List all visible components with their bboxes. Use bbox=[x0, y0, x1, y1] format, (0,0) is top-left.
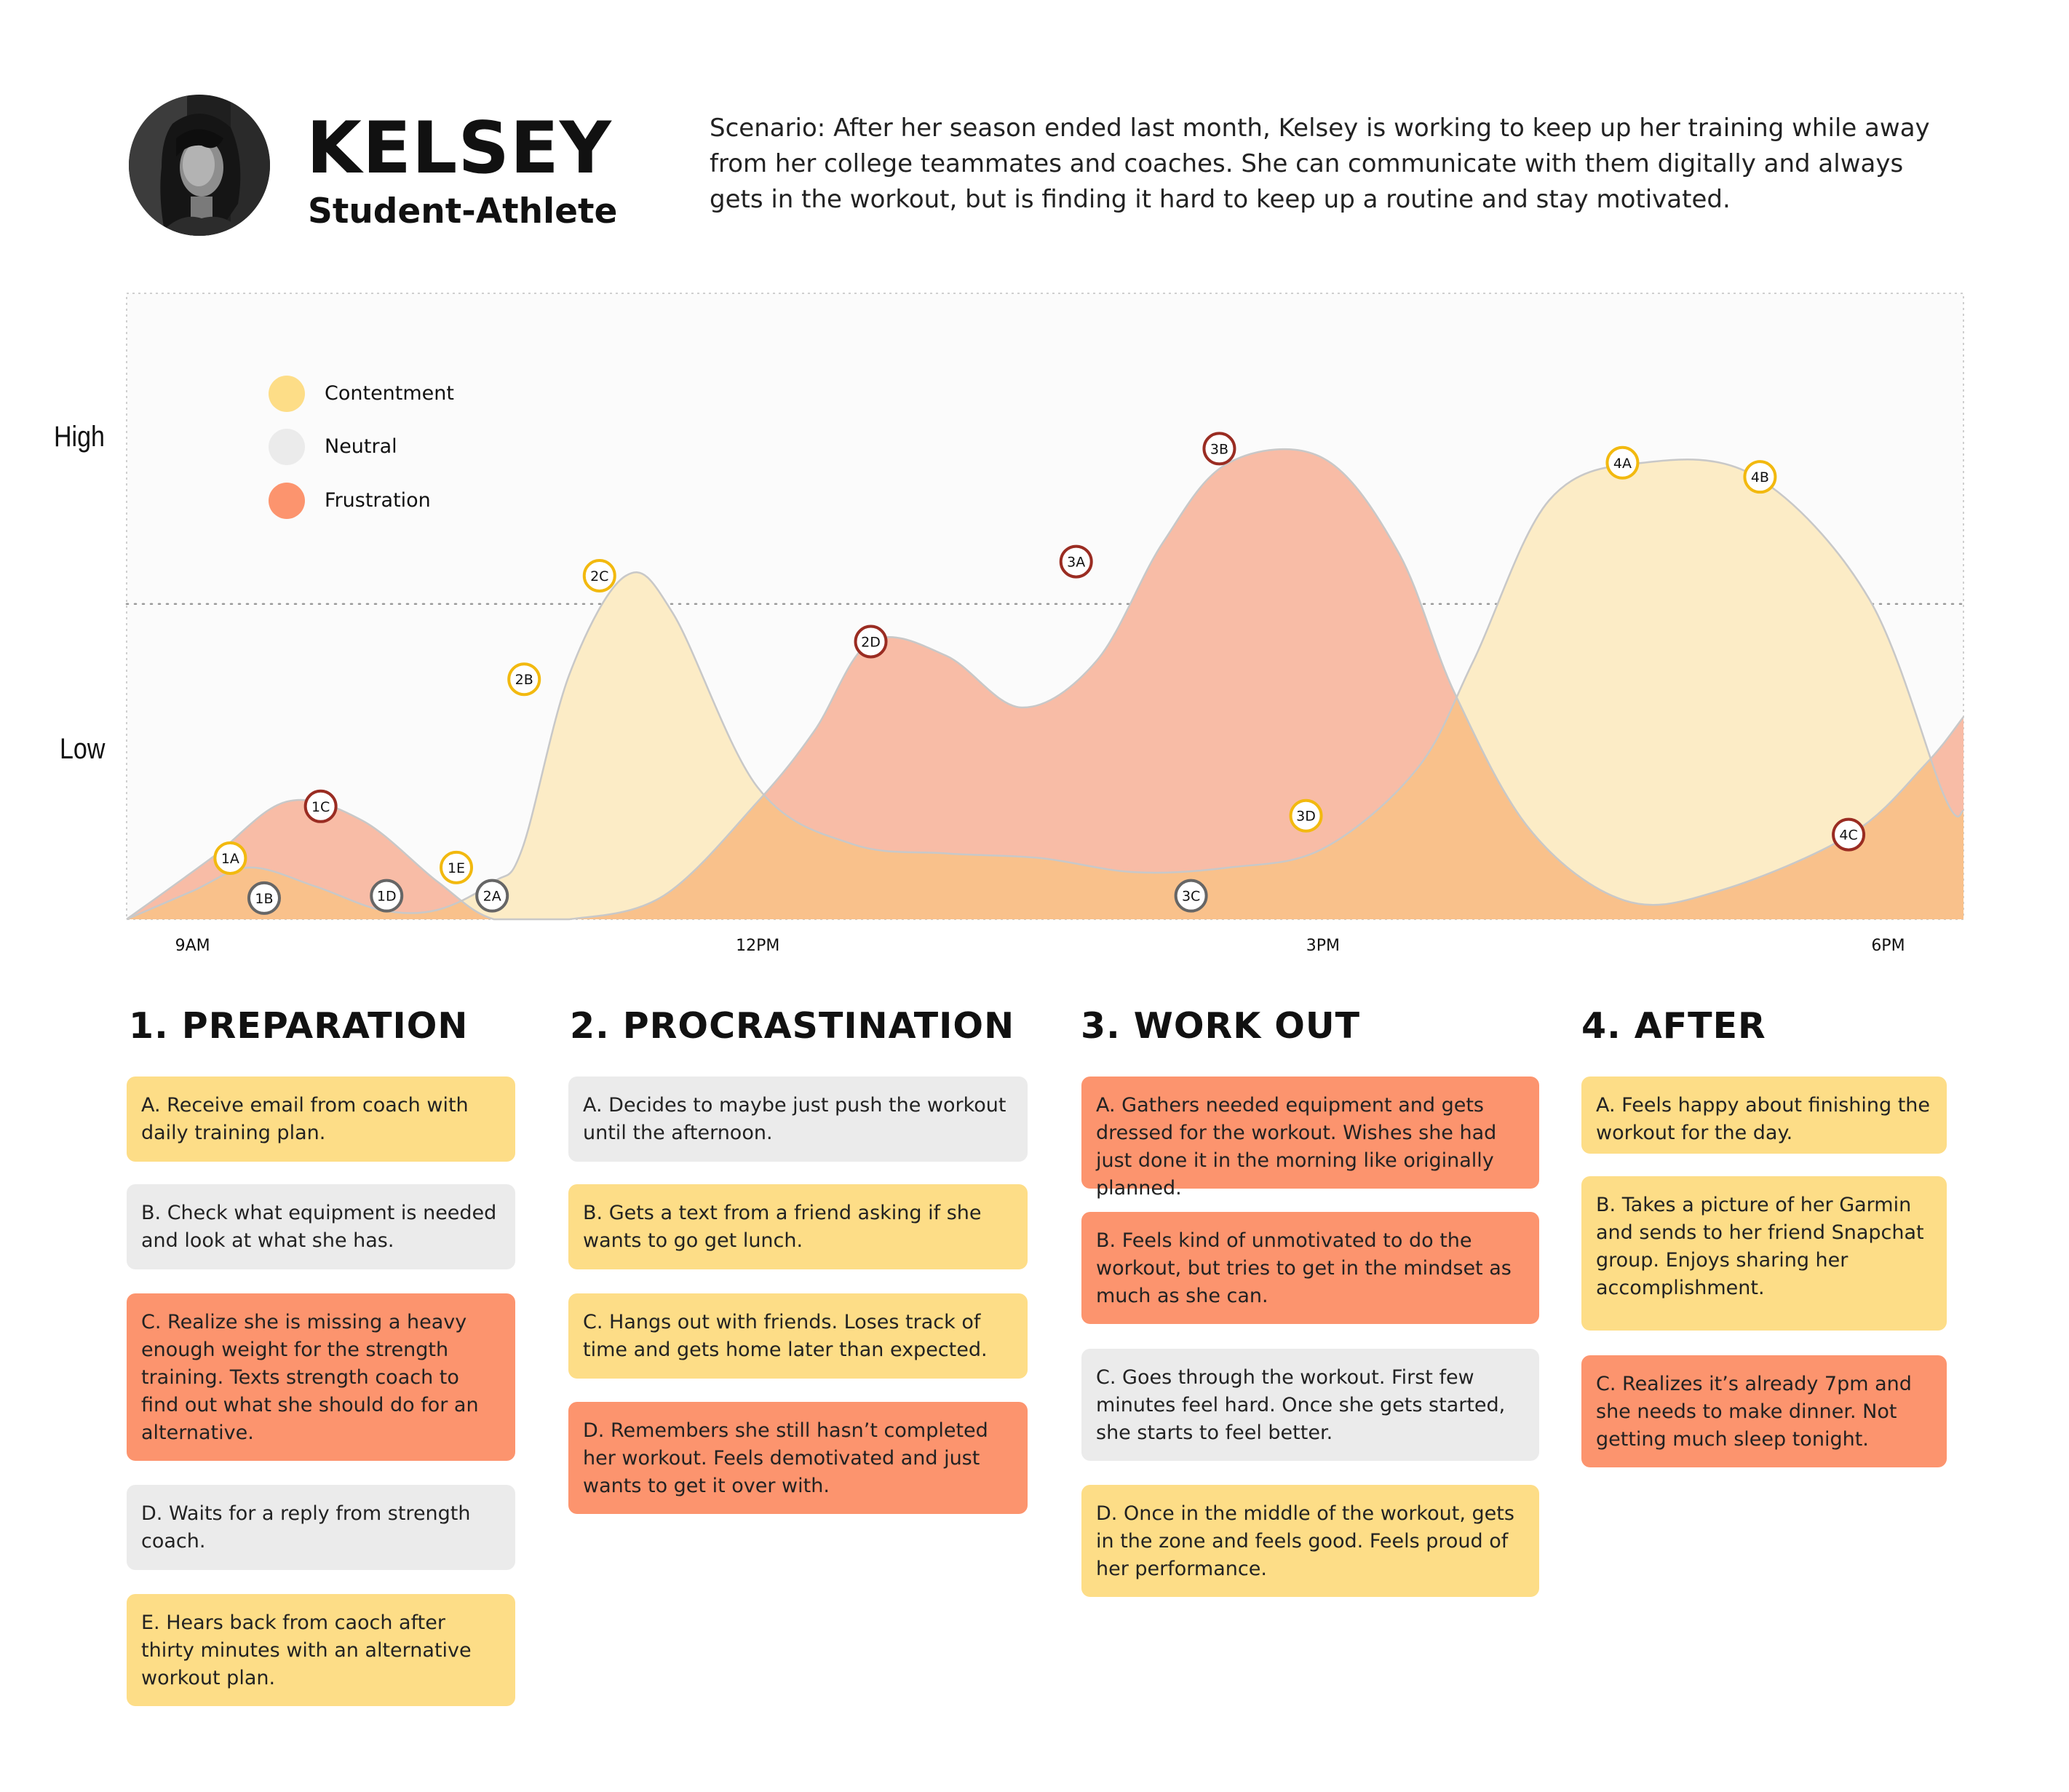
card-preparation-d: D. Waits for a reply from strength coach… bbox=[127, 1485, 515, 1570]
marker-label-3c: 3C bbox=[1182, 889, 1200, 905]
x-tick-label-3pm: 3PM bbox=[1306, 937, 1340, 955]
legend-label-neutral: Neutral bbox=[325, 435, 397, 458]
marker-3c bbox=[1174, 879, 1208, 913]
phase-title-after: 4. AFTER bbox=[1581, 1005, 1766, 1047]
marker-label-2a: 2A bbox=[483, 889, 501, 905]
card-work-out-a: A. Gathers needed equipment and gets dre… bbox=[1081, 1077, 1539, 1200]
marker-label-4c: 4C bbox=[1839, 828, 1857, 844]
marker-2a bbox=[475, 879, 509, 913]
marker-2c bbox=[582, 558, 616, 592]
persona-role: Student-Athlete bbox=[308, 191, 618, 231]
area-overlap bbox=[127, 459, 1963, 919]
marker-label-1c: 1C bbox=[311, 799, 330, 815]
marker-label-1b: 1B bbox=[255, 891, 273, 907]
phase-title-work-out: 3. WORK OUT bbox=[1081, 1005, 1361, 1047]
line-frustration bbox=[126, 448, 1964, 921]
card-after-c: C. Realizes it’s already 7pm and she nee… bbox=[1581, 1355, 1947, 1467]
marker-label-2c: 2C bbox=[590, 568, 608, 584]
card-preparation-a: A. Receive email from coach with daily t… bbox=[127, 1077, 515, 1162]
marker-3d bbox=[1289, 798, 1323, 833]
marker-1c bbox=[303, 789, 338, 823]
card-preparation-c: C. Realize she is missing a heavy enough… bbox=[127, 1293, 515, 1461]
marker-label-1e: 1E bbox=[448, 860, 465, 876]
marker-3a bbox=[1059, 544, 1093, 579]
x-tick-label-9am: 9AM bbox=[175, 937, 210, 955]
marker-4b bbox=[1743, 460, 1777, 494]
marker-1b bbox=[247, 881, 281, 915]
marker-label-2d: 2D bbox=[861, 634, 881, 650]
card-procrastination-b: B. Gets a text from a friend asking if s… bbox=[568, 1184, 1028, 1269]
persona-photo bbox=[129, 95, 270, 236]
legend-swatch-neutral bbox=[269, 429, 305, 465]
card-work-out-b: B. Feels kind of unmotivated to do the w… bbox=[1081, 1212, 1539, 1324]
legend-label-frustration: Frustration bbox=[325, 489, 431, 512]
emotion-chart: 9AM 12PM 3PM 6PM 1A 1B 1C 1D 1E 2A 2B 2C 2D 3A 3B 3C 3D 4… bbox=[125, 293, 1965, 955]
line-contentment bbox=[126, 459, 1964, 921]
marker-4a bbox=[1605, 445, 1640, 480]
marker-label-1a: 1A bbox=[221, 851, 239, 867]
marker-label-3b: 3B bbox=[1210, 441, 1228, 457]
card-preparation-e: E. Hears back from caoch after thirty mi… bbox=[127, 1594, 515, 1706]
y-label-low: Low bbox=[60, 733, 106, 765]
scenario-text: Scenario: After her season ended last mo… bbox=[710, 114, 1930, 214]
marker-label-3a: 3A bbox=[1067, 555, 1085, 571]
y-label-high: High bbox=[54, 421, 105, 453]
legend-swatch-contentment bbox=[269, 376, 305, 412]
marker-label-2b: 2B bbox=[515, 672, 533, 688]
card-preparation-b: B. Check what equipment is needed and lo… bbox=[127, 1184, 515, 1269]
card-procrastination-a: A. Decides to maybe just push the workou… bbox=[568, 1077, 1028, 1162]
marker-1e bbox=[440, 850, 474, 884]
marker-2d bbox=[854, 625, 888, 659]
card-after-a: A. Feels happy about finishing the worko… bbox=[1581, 1077, 1947, 1154]
card-after-b: B. Takes a picture of her Garmin and sen… bbox=[1581, 1176, 1947, 1331]
persona-avatar bbox=[129, 95, 270, 236]
marker-1d bbox=[370, 879, 404, 913]
legend-swatch-frustration bbox=[269, 483, 305, 519]
phase-title-preparation: 1. PREPARATION bbox=[129, 1005, 469, 1047]
marker-label-1d: 1D bbox=[377, 889, 397, 905]
marker-2b bbox=[507, 662, 541, 697]
x-tick-label-6pm: 6PM bbox=[1871, 937, 1905, 955]
legend-label-contentment: Contentment bbox=[325, 382, 454, 405]
phase-title-procrastination: 2. PROCRASTINATION bbox=[570, 1005, 1015, 1047]
x-tick-label-12pm: 12PM bbox=[736, 937, 779, 955]
marker-4c bbox=[1832, 817, 1866, 852]
persona-name: KELSEY bbox=[306, 107, 612, 190]
card-work-out-d: D. Once in the middle of the workout, ge… bbox=[1081, 1485, 1539, 1597]
marker-label-3d: 3D bbox=[1296, 809, 1316, 825]
marker-label-4a: 4A bbox=[1613, 456, 1632, 472]
marker-1a bbox=[213, 841, 247, 875]
marker-label-4b: 4B bbox=[1751, 469, 1769, 485]
marker-3b bbox=[1202, 432, 1236, 466]
card-procrastination-c: C. Hangs out with friends. Loses track o… bbox=[568, 1293, 1028, 1379]
card-work-out-c: C. Goes through the workout. First few m… bbox=[1081, 1349, 1539, 1461]
card-procrastination-d: D. Remembers she still hasn’t completed … bbox=[568, 1402, 1028, 1514]
